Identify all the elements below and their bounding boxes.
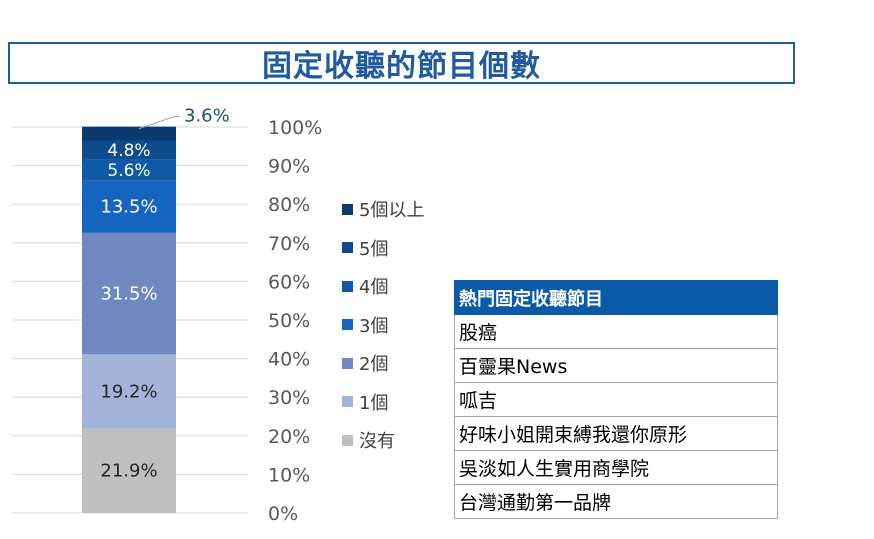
y-tick-label: 20% [268, 426, 310, 448]
data-label: 4.8% [107, 141, 150, 161]
bar-segment [82, 428, 176, 513]
table-cell: 百靈果News [454, 348, 778, 383]
legend-item: 4個 [342, 267, 424, 306]
bar-segment [82, 232, 176, 355]
y-tick-label: 30% [268, 387, 310, 409]
table-cell: 好味小姐開束縛我還你原形 [454, 416, 778, 451]
chart-title-box: 固定收聽的節目個數 [8, 42, 795, 84]
legend-item: 3個 [342, 306, 424, 345]
legend-label: 沒有 [359, 431, 395, 453]
data-label: 21.9% [100, 461, 157, 482]
y-tick-label: 80% [268, 194, 310, 216]
bar-segment [82, 126, 176, 141]
data-label: 13.5% [100, 197, 157, 218]
table-row: 呱吉 [454, 382, 778, 417]
legend-item: 5個 [342, 229, 424, 268]
legend-swatch [342, 203, 353, 215]
popular-programs-table: 熱門固定收聽節目 股癌 百靈果News 呱吉 好味小姐開束縛我還你原形 吳淡如人生實用商… [454, 280, 778, 519]
y-tick-label: 10% [268, 464, 310, 486]
data-label: 31.5% [100, 284, 157, 305]
data-label: 19.2% [100, 381, 157, 402]
table-cell: 吳淡如人生實用商學院 [454, 450, 778, 485]
bar-segment [82, 140, 176, 160]
y-tick-label: 40% [268, 349, 310, 371]
legend-label: 2個 [359, 354, 389, 376]
table-cell: 股癌 [454, 314, 778, 349]
table-row: 台灣通勤第一品牌 [454, 484, 778, 519]
legend-label: 5個以上 [359, 200, 425, 222]
legend-item: 2個 [342, 344, 424, 383]
table-header-row: 熱門固定收聽節目 [454, 280, 778, 315]
legend-swatch [342, 319, 353, 331]
table-row: 吳淡如人生實用商學院 [454, 450, 778, 485]
legend-item: 1個 [342, 383, 424, 422]
legend-swatch [342, 434, 353, 446]
legend-swatch [342, 396, 353, 408]
legend-swatch [342, 357, 353, 369]
legend: 5個以上 5個 4個 3個 2個 1個沒有 [342, 190, 424, 460]
y-tick-label: 90% [268, 156, 310, 178]
bar-segment [82, 159, 176, 181]
bar-segment [82, 180, 176, 233]
table-row: 好味小姐開束縛我還你原形 [454, 416, 778, 451]
table-cell: 呱吉 [454, 382, 778, 417]
legend-label: 1個 [359, 392, 389, 414]
y-tick-label: 50% [268, 310, 310, 332]
table-header: 熱門固定收聽節目 [454, 280, 778, 315]
bar-segment [82, 354, 176, 429]
table-cell: 台灣通勤第一品牌 [454, 484, 778, 519]
y-tick-label: 100% [268, 117, 322, 139]
y-tick-label: 60% [268, 271, 310, 293]
chart-title: 固定收聽的節目個數 [262, 49, 541, 84]
data-label: 3.6% [184, 106, 230, 127]
legend-label: 4個 [359, 277, 389, 299]
legend-swatch [342, 242, 353, 254]
leader-line [138, 116, 180, 130]
data-label: 5.6% [107, 161, 150, 181]
legend-item: 沒有 [342, 421, 424, 460]
table-row: 百靈果News [454, 348, 778, 383]
legend-label: 5個 [359, 238, 389, 260]
table-row: 股癌 [454, 314, 778, 349]
y-tick-label: 70% [268, 233, 310, 255]
legend-item: 5個以上 [342, 190, 424, 229]
y-tick-label: 0% [268, 503, 298, 525]
legend-swatch [342, 280, 353, 292]
legend-label: 3個 [359, 315, 389, 337]
